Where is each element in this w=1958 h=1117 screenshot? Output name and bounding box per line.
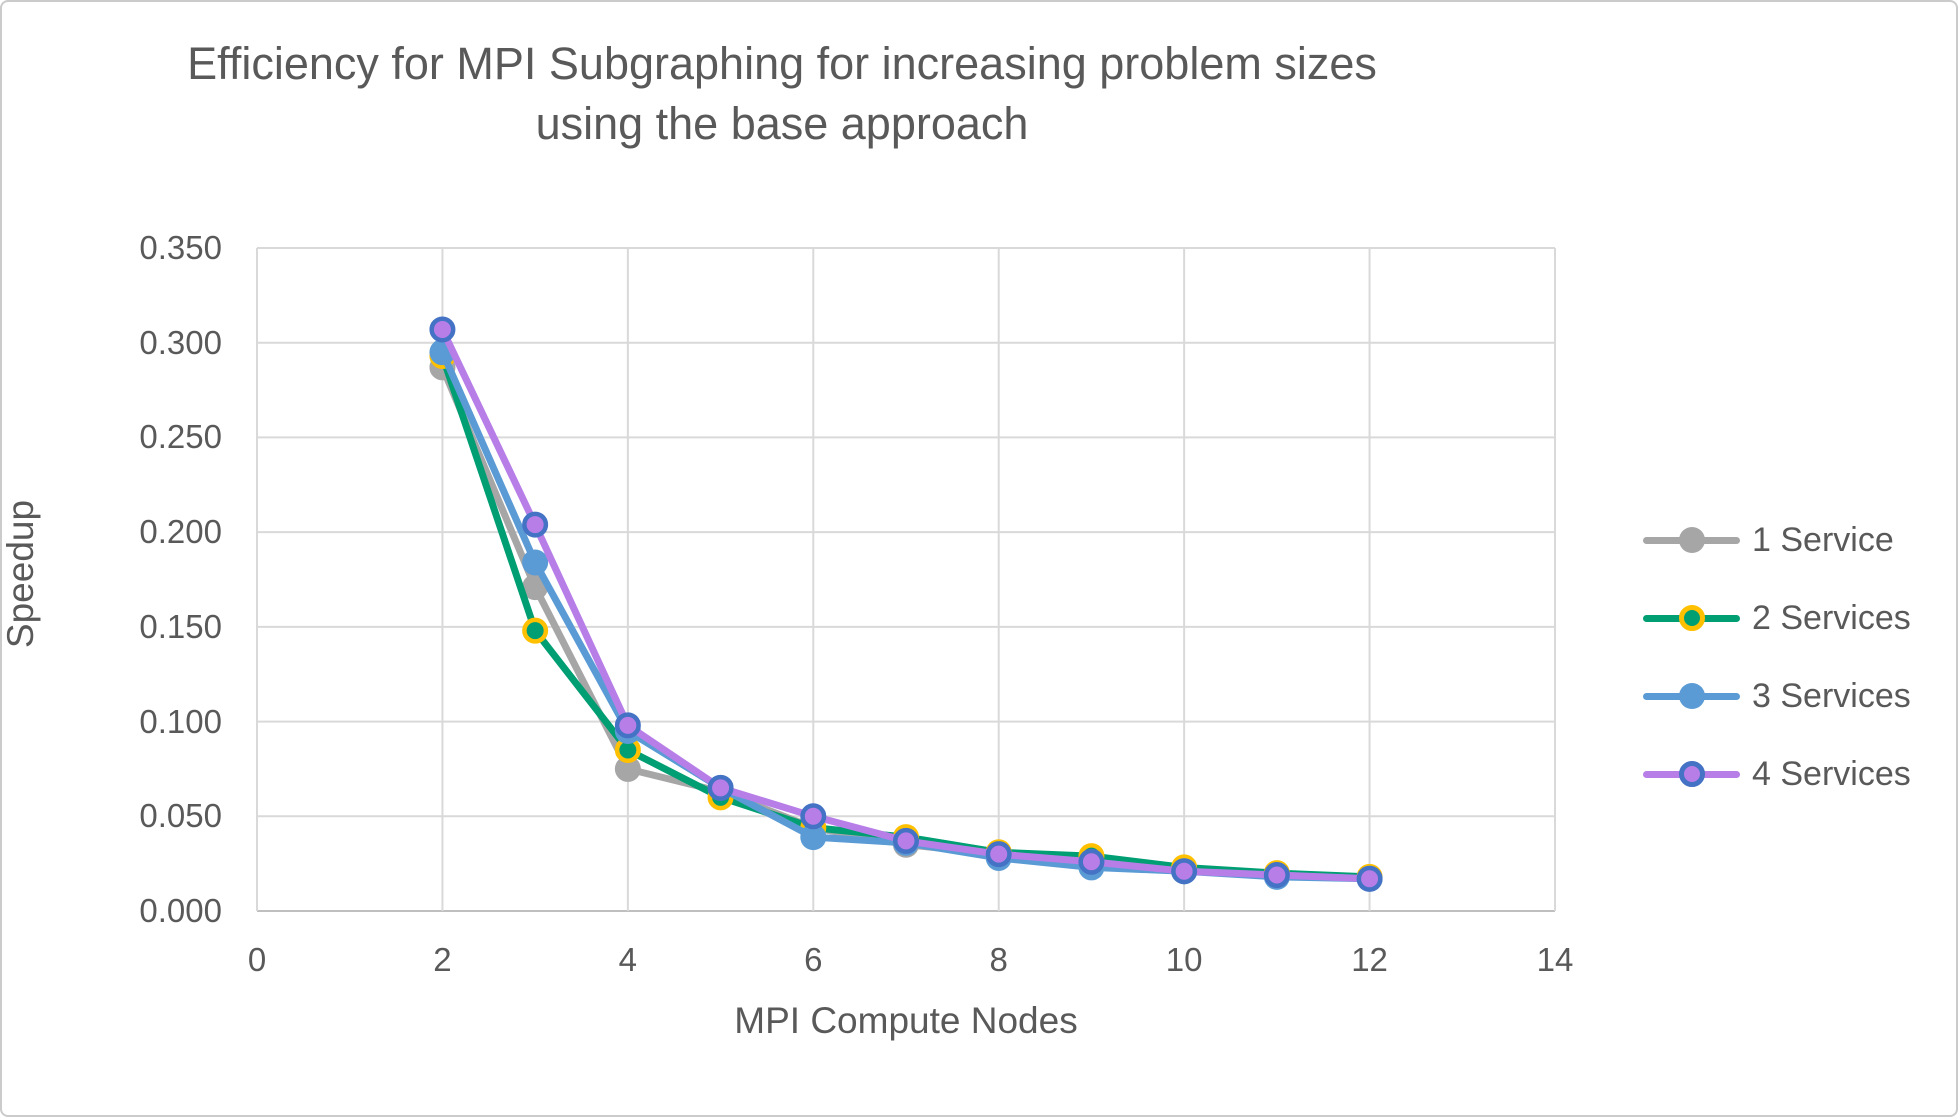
- legend-swatch: [1643, 604, 1740, 632]
- legend-label: 1 Service: [1752, 520, 1894, 559]
- y-axis-tick-labels: 0.000 0.050 0.100 0.150 0.200 0.250 0.300 0.350: [0, 0, 222, 1117]
- data-point-1-service: [614, 755, 641, 782]
- y-tick-label: 0.050: [139, 797, 222, 835]
- x-tick-label: 0: [247, 941, 267, 978]
- data-point-4-services: [1263, 862, 1290, 889]
- x-tick-label: 4: [618, 941, 638, 978]
- data-point-4-services: [893, 827, 919, 854]
- chart-title: Efficiency for MPI Subgraphing for incre…: [0, 34, 1564, 154]
- series-line-4-services: [438, 325, 1374, 883]
- data-point-3-services: [800, 824, 827, 851]
- legend-marker-icon: [1679, 760, 1705, 787]
- legend-label: 4 Services: [1752, 754, 1911, 793]
- legend-marker-icon: [1679, 604, 1705, 631]
- legend-marker-icon: [1679, 682, 1705, 709]
- y-tick-label: 0.300: [139, 323, 222, 361]
- x-axis-title: MPI Compute Nodes: [734, 1000, 1078, 1041]
- y-tick-label: 0.150: [139, 607, 222, 645]
- legend-label: 3 Services: [1752, 676, 1911, 715]
- data-point-4-services: [985, 841, 1012, 868]
- legend-item-2-services: 2 Services: [1643, 598, 1911, 638]
- data-point-4-services: [707, 774, 734, 801]
- legend-swatch: [1643, 760, 1740, 788]
- chart-title-line2: using the base approach: [535, 98, 1029, 149]
- data-point-3-services: [522, 549, 549, 576]
- legend-marker-icon: [1679, 526, 1705, 553]
- x-tick-label: 14: [1536, 941, 1574, 978]
- data-point-4-services: [1171, 858, 1198, 885]
- x-tick-label: 2: [433, 941, 452, 978]
- legend-item-4-services: 4 Services: [1643, 754, 1911, 794]
- x-tick-label: 10: [1165, 941, 1203, 978]
- x-tick-label: 6: [804, 941, 823, 978]
- data-point-4-services: [522, 511, 549, 538]
- legend-label: 2 Services: [1752, 598, 1911, 637]
- y-tick-label: 0.350: [139, 229, 222, 266]
- data-point-4-services: [429, 316, 456, 343]
- legend-swatch: [1643, 526, 1740, 554]
- data-point-4-services: [800, 803, 827, 830]
- data-point-4-services: [1078, 848, 1105, 875]
- data-point-4-services: [1356, 865, 1383, 892]
- legend-item-1-service: 1 Service: [1643, 520, 1894, 560]
- y-tick-label: 0.250: [139, 418, 222, 456]
- legend-swatch: [1643, 682, 1740, 710]
- data-point-4-services: [614, 712, 641, 739]
- y-tick-label: 0.100: [139, 702, 222, 740]
- x-tick-label: 8: [989, 941, 1008, 978]
- data-point-2-services: [522, 617, 549, 644]
- y-tick-label: 0.200: [139, 513, 222, 551]
- x-tick-label: 12: [1351, 941, 1388, 978]
- chart-title-line1: Efficiency for MPI Subgraphing for incre…: [187, 38, 1377, 89]
- y-tick-label: 0.000: [139, 892, 222, 929]
- series-line-3-services: [438, 348, 1374, 883]
- series-line-2-services: [438, 352, 1374, 881]
- legend-item-3-services: 3 Services: [1643, 676, 1911, 716]
